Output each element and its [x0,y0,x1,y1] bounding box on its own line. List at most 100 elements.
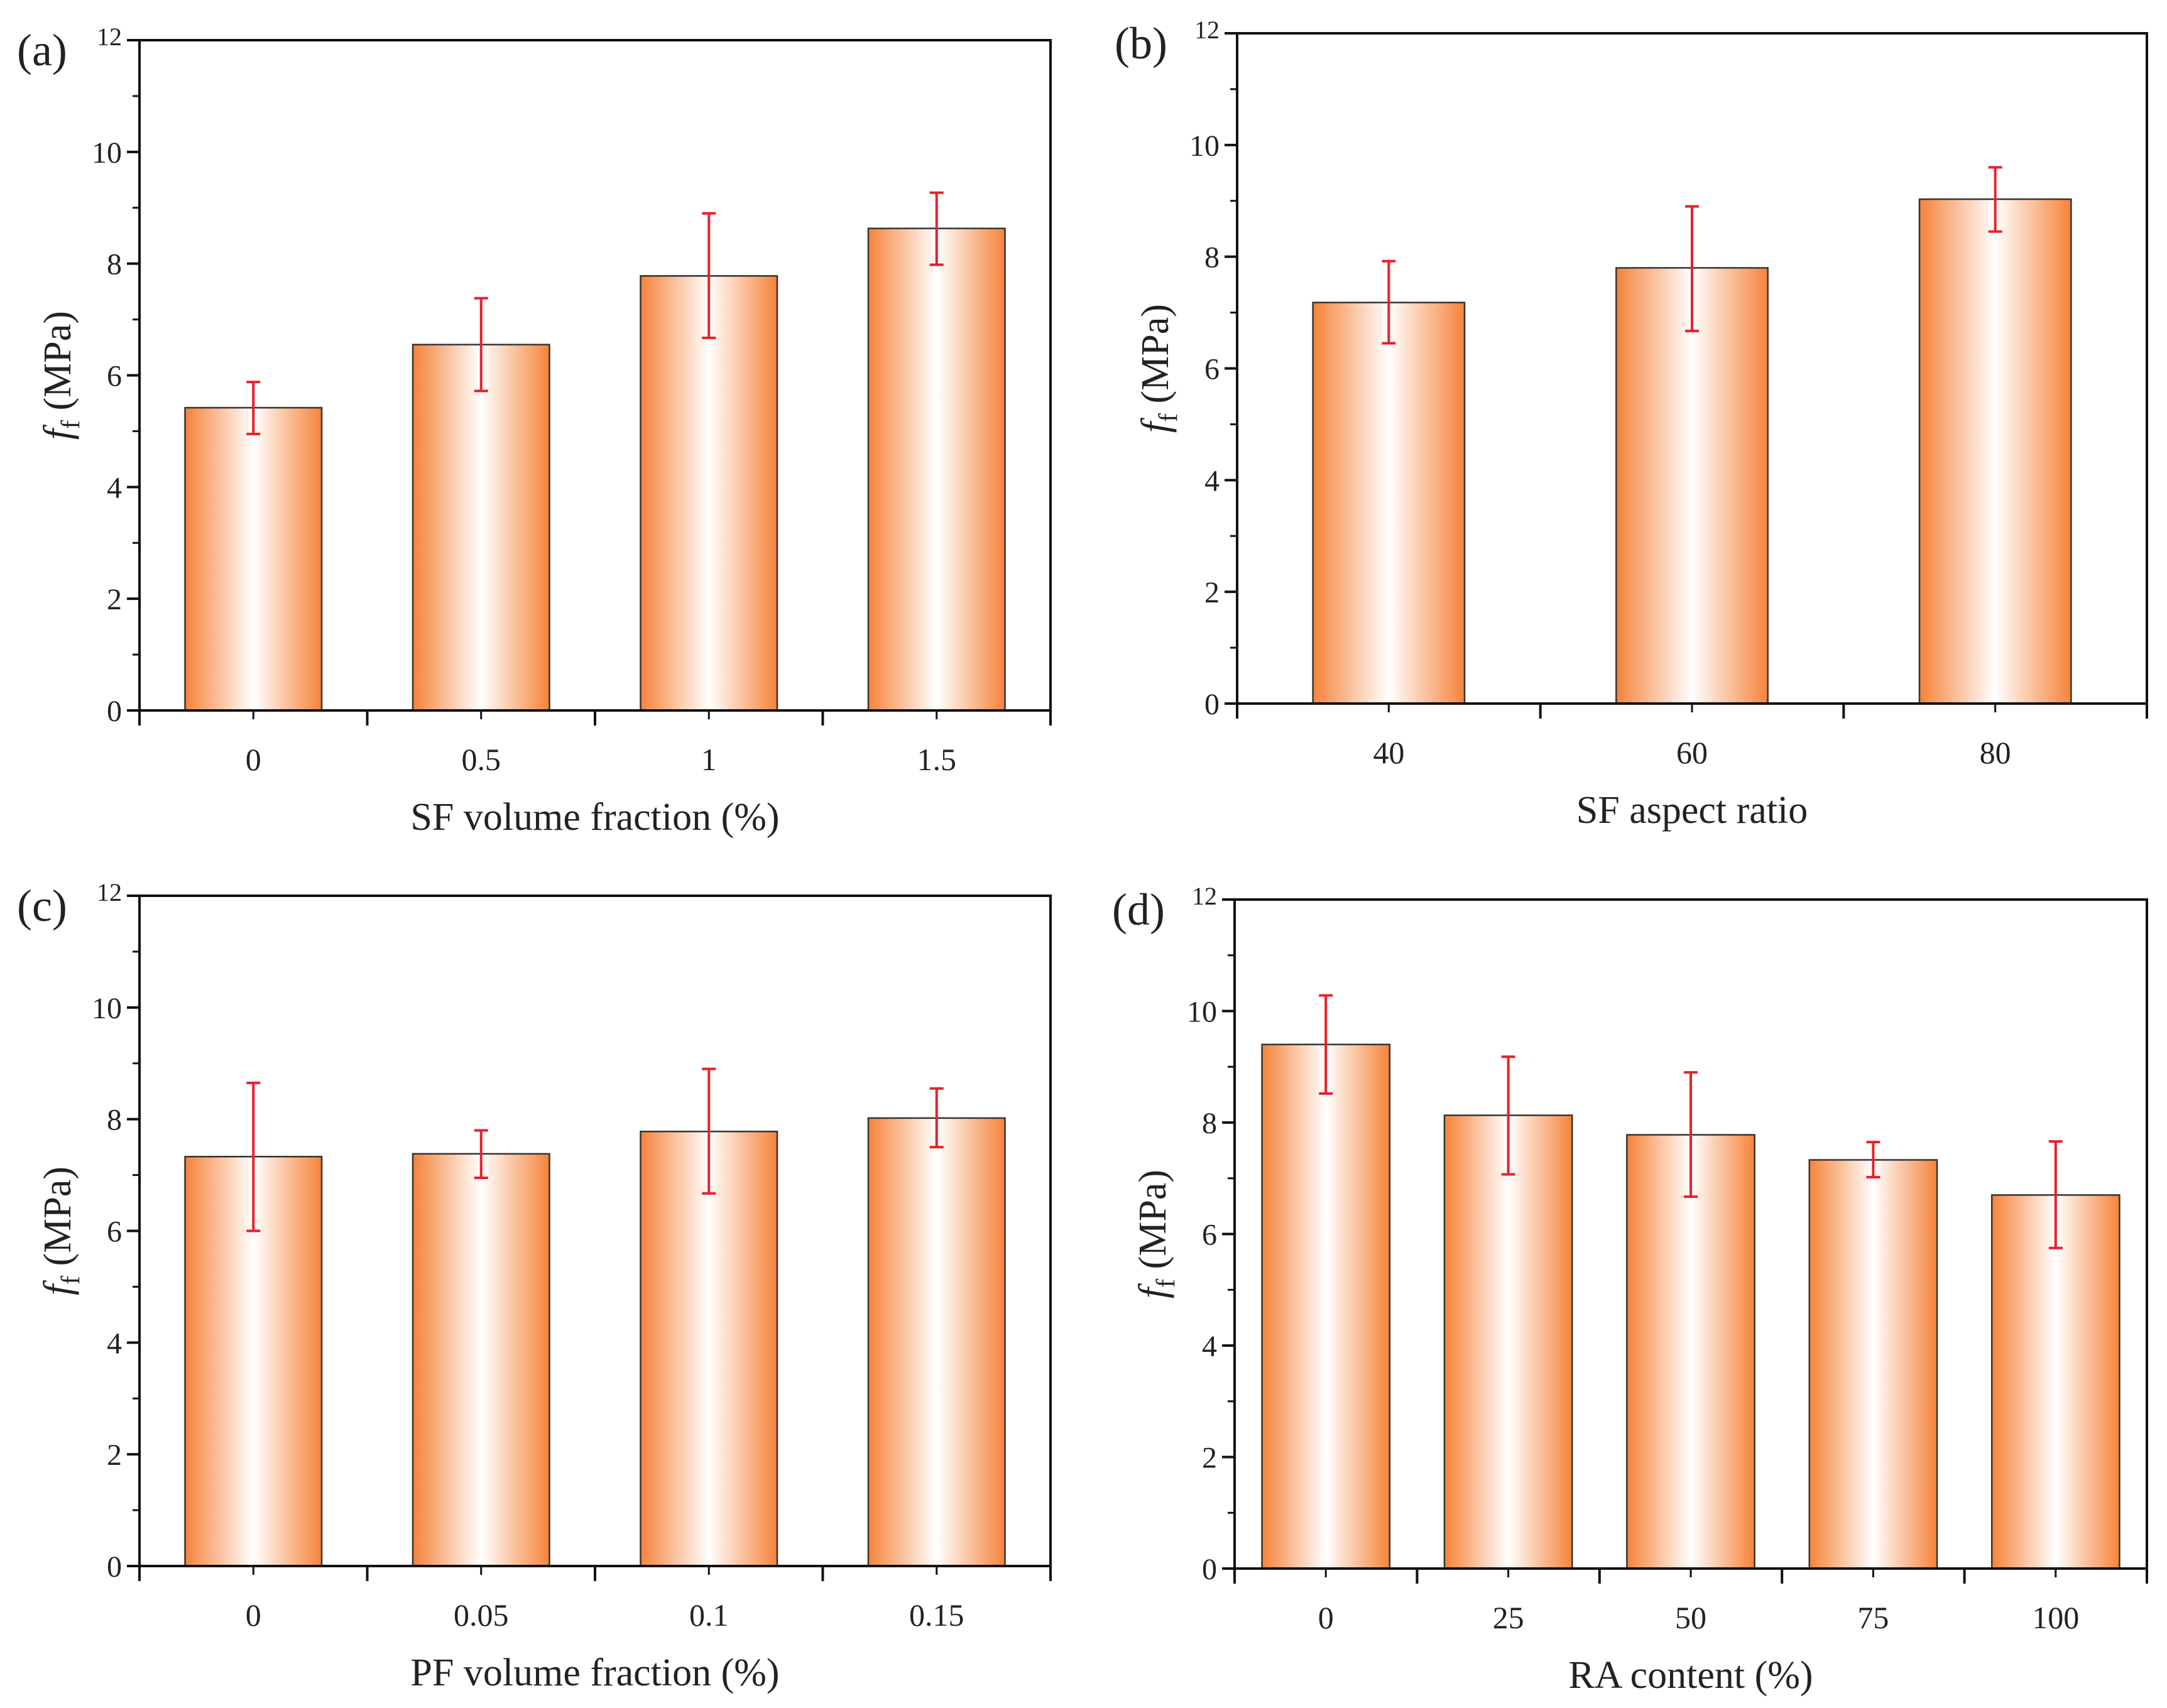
y-tick-label: 12 [97,23,122,51]
x-tick-label: 0.15 [909,1597,964,1633]
bar [1918,198,2072,705]
x-tick-label: 1.5 [917,742,957,777]
bar [640,1130,778,1567]
y-axis-title: ff (MPa) [36,1167,85,1295]
y-tick-label: 10 [1187,996,1217,1029]
bar [1261,1043,1391,1570]
y-axis-title: ff (MPa) [1132,1170,1181,1298]
y-tick-label: 8 [1204,241,1220,275]
y-axis-title: ff (MPa) [1134,304,1183,433]
y-tick-label: 4 [1202,1330,1217,1363]
y-axis-title-subscript: f [57,420,85,429]
y-tick-label: 6 [1202,1219,1217,1252]
chart-panel-a: 0 0.5 1 1.5 0 2 4 6 8 10 12 (a) SF volume fraction (… [17,23,1052,839]
bar [1626,1134,1755,1570]
y-axis-title-subscript: f [1152,1279,1181,1288]
error-bar [474,1129,488,1180]
bar [867,227,1006,712]
x-tick-label: 75 [1857,1600,1889,1635]
x-axis-title: SF aspect ratio [1576,789,1808,832]
bar [1615,267,1769,705]
bar [867,1117,1006,1567]
error-bar [1685,205,1699,332]
error-bar [1382,259,1396,345]
x-tick-label: 0.1 [689,1597,729,1633]
bar [184,406,323,712]
y-tick-label: 12 [97,878,122,906]
y-axis-title: ff (MPa) [36,311,85,440]
x-tick-label: 0 [246,1597,261,1633]
error-bar [474,296,488,393]
y-tick-label: 6 [107,360,122,393]
y-tick-label: 10 [92,136,122,170]
y-axis-title-unit: (MPa) [1134,304,1177,413]
y-tick-label: 8 [107,1104,122,1137]
chart-panel-d: 0 25 50 75 100 0 2 4 6 8 10 12 (d) RA content (%) ff (… [1112,882,2148,1697]
error-bar [1988,166,2002,233]
y-axis-title-subscript: f [57,1276,85,1285]
error-bar [702,1067,716,1195]
y-axis-title-unit: (MPa) [36,311,79,420]
y-tick-label: 0 [1202,1553,1217,1586]
error-bar [702,212,716,339]
y-tick-label: 12 [1192,882,1217,910]
x-tick-label: 0.05 [454,1597,509,1633]
panel-label: (b) [1115,18,1167,68]
error-bar [929,191,944,266]
x-tick-label: 80 [1980,735,2011,770]
x-tick-label: 0 [246,742,261,777]
y-axis-title-unit: (MPa) [36,1167,79,1276]
x-axis-title: PF volume fraction (%) [410,1651,779,1694]
x-axis-title: SF volume fraction (%) [410,796,779,839]
bar [412,344,550,712]
bar [1808,1159,1938,1570]
x-tick-label: 40 [1373,735,1404,770]
error-bar [1501,1055,1515,1176]
x-tick-label: 50 [1675,1600,1706,1635]
panel-label: (d) [1112,884,1165,935]
y-tick-label: 2 [1204,576,1220,609]
y-tick-label: 6 [107,1216,122,1249]
y-axis-title-subscript: f [1154,413,1183,422]
error-bar [1866,1141,1880,1178]
x-tick-label: 100 [2032,1600,2079,1635]
panel-label: (a) [17,25,67,75]
y-tick-label: 12 [1194,16,1220,44]
x-axis-title: RA content (%) [1568,1654,1813,1697]
y-tick-label: 2 [1202,1442,1217,1475]
y-tick-label: 4 [107,1327,122,1360]
y-tick-label: 10 [92,992,122,1025]
x-tick-label: 60 [1676,735,1708,770]
y-tick-label: 2 [107,1439,122,1472]
chart-panel-c: 0 0.05 0.1 0.15 0 2 4 6 8 10 12 (c) PF volume fracti… [17,878,1052,1694]
error-bar [246,381,261,435]
y-tick-label: 0 [107,695,122,728]
y-tick-label: 0 [1204,688,1220,721]
x-tick-label: 0 [1318,1600,1334,1635]
chart-panel-b: 40 60 80 0 2 4 6 8 10 12 (b) SF aspect ratio ff (MPa… [1115,16,2148,832]
y-tick-label: 8 [1202,1107,1217,1140]
bar [1990,1194,2121,1570]
y-tick-label: 6 [1204,353,1220,386]
y-tick-label: 0 [107,1550,122,1584]
y-tick-label: 4 [107,471,122,504]
y-tick-label: 8 [107,248,122,281]
x-tick-label: 1 [701,742,717,777]
bar [1443,1114,1573,1570]
y-tick-label: 10 [1189,129,1220,163]
error-bar [2048,1140,2063,1249]
error-bar [929,1087,944,1149]
x-tick-label: 0.5 [462,742,501,777]
panel-label: (c) [17,881,67,931]
bar [1312,302,1466,705]
error-bar [1684,1071,1698,1199]
y-tick-label: 4 [1204,464,1220,498]
y-axis-title-unit: (MPa) [1132,1170,1174,1279]
bar [412,1153,550,1567]
error-bar [1319,994,1333,1095]
bar [640,275,778,712]
error-bar [246,1081,261,1232]
x-tick-label: 25 [1493,1600,1524,1635]
y-tick-label: 2 [107,583,122,616]
